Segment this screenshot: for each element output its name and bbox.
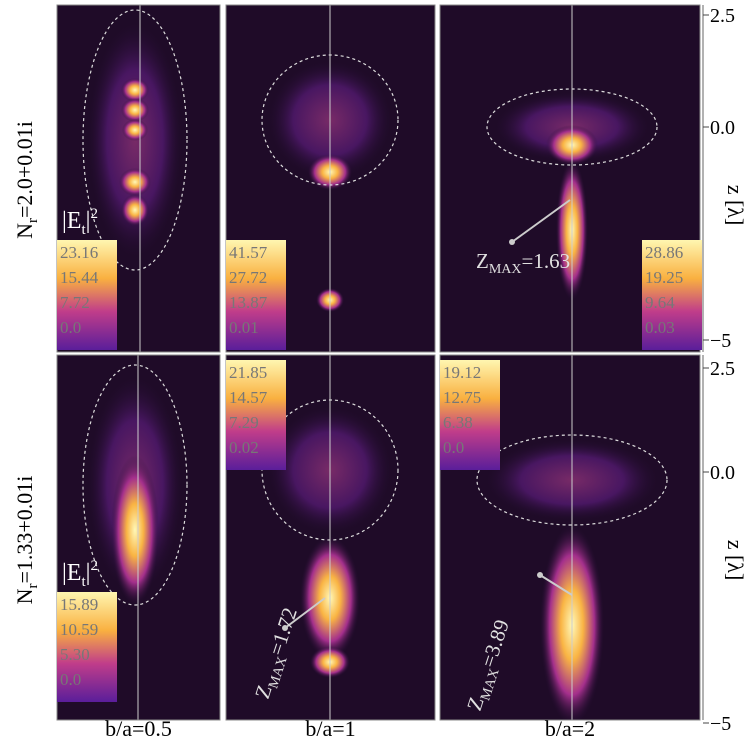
- colorbar-label: 19.12: [443, 363, 481, 382]
- colorbar-label: 0.0: [443, 438, 464, 457]
- intensity-base: |E: [62, 560, 81, 586]
- panel: 15.89 10.59 5.30 0.0: [57, 355, 220, 720]
- colorbar-label: 15.44: [60, 268, 99, 287]
- zmax-subscript: MAX: [489, 262, 522, 277]
- colorbar-label: 27.72: [229, 268, 267, 287]
- colorbar-label: 7.72: [60, 293, 90, 312]
- hotspot: [111, 455, 159, 605]
- colorbar-label: 28.86: [645, 243, 683, 262]
- colorbar-label: 13.87: [229, 293, 268, 312]
- figure: 23.16 15.44 7.72 0.0 41.57 27.72 13.87 0.01 28.8…: [0, 0, 748, 741]
- colorbar-label: 6.38: [443, 413, 473, 432]
- column-label: b/a=2: [545, 716, 595, 741]
- hotspot: [119, 168, 151, 196]
- column-label: b/a=1: [305, 716, 355, 741]
- colorbar-label: 5.30: [60, 645, 90, 664]
- row-value: =1.33+0.01i: [12, 476, 37, 584]
- y-tick-label: −5: [710, 330, 731, 352]
- intensity-superscript: 2: [90, 558, 98, 574]
- row-symbol: N: [12, 223, 37, 239]
- y-tick-label: −5: [710, 713, 731, 735]
- hotspot: [122, 119, 148, 141]
- y-tick-label: 0.0: [710, 117, 735, 139]
- colorbar-label: 0.01: [229, 318, 259, 337]
- y-tick-label: 2.5: [710, 5, 735, 27]
- panel: 41.57 27.72 13.87 0.01: [226, 5, 435, 352]
- row-label: Nr=1.33+0.01i: [12, 476, 41, 605]
- intensity-base: |E: [62, 208, 81, 234]
- colorbar-label: 0.02: [229, 438, 259, 457]
- panel: 28.86 19.25 9.64 0.03 ZMAX=1.63: [440, 5, 702, 352]
- colorbar-label: 12.75: [443, 388, 481, 407]
- hotspot: [121, 194, 149, 226]
- arrow-head: [537, 572, 543, 578]
- y-axis-label: z [λ]: [723, 540, 748, 581]
- colorbar-label: 15.89: [60, 595, 98, 614]
- column-label: b/a=0.5: [105, 716, 172, 741]
- colorbar-label: 0.03: [645, 318, 675, 337]
- y-tick-label: 2.5: [710, 358, 735, 380]
- colorbar-label: 23.16: [60, 243, 98, 262]
- y-tick-label: 0.0: [710, 462, 735, 484]
- intensity-superscript: 2: [90, 206, 98, 222]
- colorbar-label: 41.57: [229, 243, 268, 262]
- colorbar-label: 9.64: [645, 293, 675, 312]
- colorbar-label: 10.59: [60, 620, 98, 639]
- panel: 23.16 15.44 7.72 0.0: [57, 5, 220, 352]
- colorbar-label: 14.57: [229, 388, 268, 407]
- row-label: Nr=2.0+0.01i: [12, 121, 41, 239]
- colorbar-label: 21.85: [229, 363, 267, 382]
- zmax-value: =1.63: [522, 249, 571, 273]
- colorbar-label: 7.29: [229, 413, 259, 432]
- colorbar-label: 0.0: [60, 318, 81, 337]
- y-axis-label: z [λ]: [723, 185, 748, 226]
- hotspot: [121, 98, 149, 122]
- arrow-head: [509, 239, 515, 245]
- colorbar-label: 19.25: [645, 268, 683, 287]
- zmax-base: Z: [476, 249, 489, 273]
- row-value: =2.0+0.01i: [12, 121, 37, 218]
- colorbar-label: 0.0: [60, 670, 81, 689]
- row-symbol: N: [12, 588, 37, 604]
